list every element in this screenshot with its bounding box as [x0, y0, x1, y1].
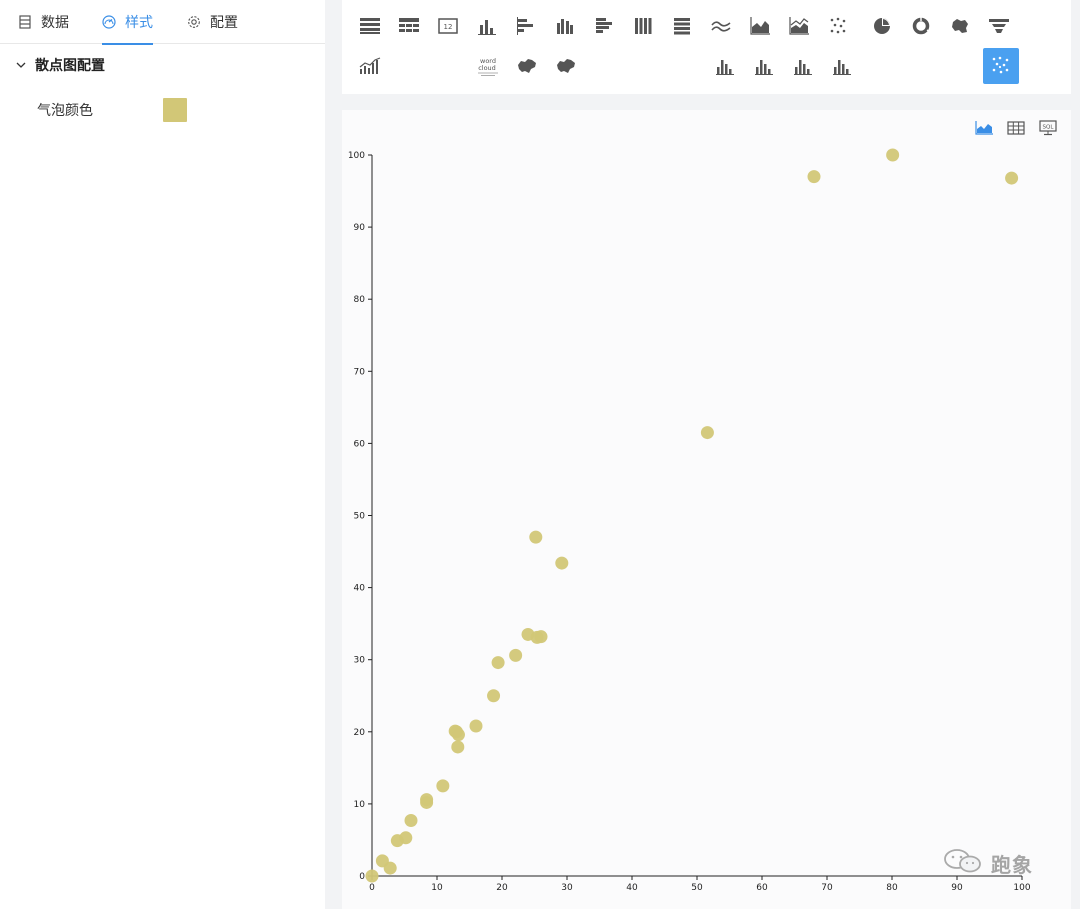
table-icon	[18, 15, 32, 29]
stacked-bar-icon[interactable]	[670, 14, 694, 38]
horizontal-bar-icon[interactable]	[514, 14, 538, 38]
panel-tabs: 数据 样式 配置	[0, 0, 325, 45]
scatter-point	[529, 530, 543, 544]
scatter-point	[399, 831, 413, 845]
scatter-selected-icon[interactable]	[983, 48, 1019, 84]
scatter-point	[700, 426, 714, 440]
scatter-point	[807, 170, 821, 184]
tab-config[interactable]: 配置	[187, 0, 238, 44]
histogram-icon[interactable]	[713, 54, 737, 78]
kpi-card-icon[interactable]: 12	[436, 14, 460, 38]
crosstab-icon[interactable]	[397, 14, 421, 38]
x-tick-label: 50	[691, 883, 703, 893]
area-chart-icon[interactable]	[748, 14, 772, 38]
tab-style[interactable]: 样式	[102, 0, 153, 45]
section-title: 散点图配置	[35, 58, 105, 74]
pie-chart-icon[interactable]	[870, 14, 894, 38]
y-tick-label: 80	[354, 295, 366, 305]
scatter-point	[555, 556, 569, 570]
y-tick-label: 60	[354, 439, 366, 449]
histogram-icon[interactable]	[830, 54, 854, 78]
x-tick-label: 100	[1013, 883, 1030, 893]
x-tick-label: 90	[951, 883, 963, 893]
scatter-point	[365, 869, 379, 883]
config-panel: 数据 样式 配置 散点图配置 气泡颜色	[0, 0, 325, 909]
scatter-icon[interactable]	[826, 14, 850, 38]
y-tick-label: 70	[354, 367, 366, 377]
y-tick-label: 20	[354, 728, 366, 738]
scatter-point	[404, 813, 418, 827]
x-tick-label: 0	[369, 883, 375, 893]
scatter-point	[451, 728, 465, 742]
chart-panel	[342, 110, 1071, 909]
sql-view-icon[interactable]: SQL	[1038, 120, 1058, 136]
scatter-point	[534, 630, 548, 644]
tab-style-label: 样式	[125, 15, 153, 31]
table-icon[interactable]	[358, 14, 382, 38]
scatter-point	[436, 779, 450, 793]
svg-text:cloud: cloud	[478, 64, 496, 72]
y-tick-label: 30	[354, 656, 366, 666]
x-tick-label: 40	[626, 883, 638, 893]
histogram-icon[interactable]	[791, 54, 815, 78]
bar-chart-icon[interactable]	[475, 14, 499, 38]
map-icon[interactable]	[948, 14, 972, 38]
gauge-icon	[102, 15, 116, 29]
x-tick-label: 80	[886, 883, 898, 893]
svg-text:12: 12	[444, 23, 453, 31]
scatter-chart: 0 10 20 30 40 50 60 70 80 90 100 0 10 20 30 40 50 60 70 80 9…	[348, 148, 1031, 893]
scatter-point	[1005, 171, 1019, 185]
scatter-point	[491, 656, 505, 670]
scatter-point	[451, 740, 465, 754]
donut-chart-icon[interactable]	[909, 14, 933, 38]
y-tick-label: 50	[354, 512, 366, 522]
y-tick-label: 0	[359, 872, 365, 882]
word-cloud-icon[interactable]: word cloud	[473, 54, 503, 78]
tab-data[interactable]: 数据	[18, 0, 69, 44]
china-map-icon[interactable]	[515, 54, 539, 78]
bubble-color-label: 气泡颜色	[37, 103, 93, 119]
china-map-icon[interactable]	[554, 54, 578, 78]
scatter-point	[487, 689, 501, 703]
chevron-down-icon	[16, 60, 26, 70]
histogram-icon[interactable]	[752, 54, 776, 78]
x-tick-label: 10	[431, 883, 443, 893]
stacked-column-icon[interactable]	[631, 14, 655, 38]
scatter-point	[469, 719, 483, 733]
y-tick-label: 40	[354, 584, 366, 594]
y-tick-label: 90	[354, 223, 366, 233]
y-tick-label: 10	[354, 800, 366, 810]
grouped-bar-icon[interactable]	[553, 14, 577, 38]
scatter-point	[420, 793, 434, 807]
scatter-config-section[interactable]: 散点图配置	[16, 55, 105, 75]
y-tick-label: 100	[348, 151, 365, 161]
table-view-icon[interactable]	[1006, 120, 1026, 136]
watermark-text: 跑象	[991, 853, 1033, 877]
x-tick-label: 20	[496, 883, 508, 893]
scatter-point	[886, 148, 900, 162]
scatter-point	[509, 648, 523, 662]
gear-icon	[187, 15, 201, 29]
scatter-point	[383, 861, 397, 875]
funnel-icon[interactable]	[987, 14, 1011, 38]
svg-text:word: word	[480, 57, 496, 65]
x-tick-label: 70	[821, 883, 833, 893]
stacked-horizontal-bar-icon[interactable]	[592, 14, 616, 38]
x-tick-label: 30	[561, 883, 573, 893]
stacked-area-icon[interactable]	[787, 14, 811, 38]
tab-data-label: 数据	[41, 15, 69, 31]
chart-type-toolbar: 12 word cloud	[342, 0, 1071, 94]
wechat-icon	[943, 848, 985, 879]
line-chart-icon[interactable]	[709, 14, 733, 38]
combo-chart-icon[interactable]	[358, 54, 382, 78]
x-tick-label: 60	[756, 883, 768, 893]
tab-config-label: 配置	[210, 15, 238, 31]
watermark: 跑象	[943, 848, 1033, 879]
chart-view-icon[interactable]	[974, 120, 994, 136]
svg-text:SQL: SQL	[1043, 125, 1055, 131]
bubble-color-picker[interactable]	[163, 98, 187, 122]
